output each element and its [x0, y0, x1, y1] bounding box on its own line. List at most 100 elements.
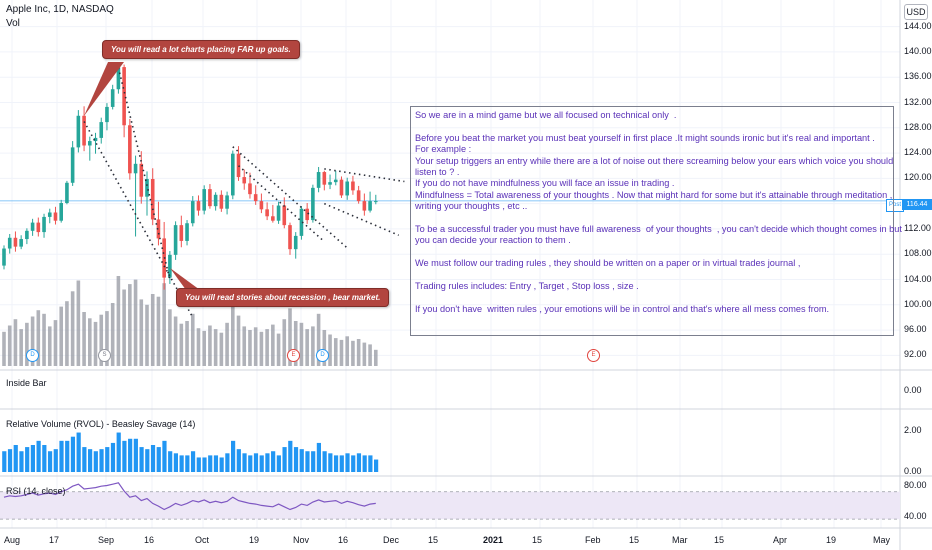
rvol-bar: [333, 455, 339, 472]
volume-bar: [288, 308, 292, 366]
volume-bar: [30, 316, 35, 366]
volume-bar: [271, 324, 275, 366]
candle-body: [333, 179, 338, 183]
candle-body: [133, 163, 138, 174]
rvol-bar: [282, 447, 287, 472]
rvol-bar: [150, 445, 156, 472]
candle-body: [208, 189, 212, 207]
rvol-bar: [122, 440, 127, 472]
note-line: writing your thoughts , etc ..: [415, 201, 528, 212]
trend-line: [324, 202, 399, 236]
volume-bar: [333, 338, 338, 366]
rvol-label[interactable]: Relative Volume (RVOL) - Beasley Savage …: [6, 419, 196, 429]
note-line: listen to ? .: [415, 167, 460, 178]
candle-body: [122, 67, 126, 126]
callout-bottom[interactable]: You will read stories about recession , …: [176, 288, 390, 307]
rvol-bar: [65, 440, 70, 472]
date-tick-label: Mar: [672, 535, 688, 545]
candle-body: [156, 219, 161, 239]
rvol-bar: [133, 438, 138, 472]
candle-body: [173, 225, 178, 255]
price-tick-label: 136.00: [904, 71, 932, 82]
volume-bar: [328, 334, 332, 366]
rvol-bar: [156, 447, 161, 472]
date-tick-label: Apr: [773, 535, 788, 545]
candle-body: [65, 182, 69, 204]
volume-bar: [185, 321, 189, 366]
callout-bottom-pointer: [170, 268, 200, 290]
candle-body: [42, 216, 46, 233]
rvol-tick: 0.00: [904, 466, 922, 476]
rvol-bar: [236, 449, 241, 472]
volume-bar: [2, 331, 6, 366]
rvol-bar: [271, 451, 276, 472]
candle-body: [259, 201, 264, 210]
candle-body: [316, 172, 321, 188]
rvol-bar: [242, 453, 247, 472]
date-tick-label: 2021: [483, 535, 504, 545]
volume-bar: [293, 321, 298, 366]
currency-button[interactable]: USD: [904, 4, 928, 20]
volume-bar: [311, 326, 315, 366]
date-tick-label: 16: [338, 535, 349, 545]
callout-top[interactable]: You will read a lot charts placing FAR u…: [102, 40, 300, 59]
rvol-bar: [208, 455, 213, 472]
rvol-bar: [76, 432, 81, 472]
rvol-bar: [168, 451, 173, 472]
candle-body: [351, 181, 355, 191]
rvol-bar: [231, 440, 236, 472]
rvol-bar: [311, 451, 316, 472]
rvol-bar: [339, 455, 344, 472]
price-tick-label: 144.00: [904, 20, 932, 31]
volume-bar: [282, 319, 287, 366]
volume-bar: [173, 316, 178, 366]
rvol-bar: [322, 451, 327, 472]
note-lines: So we are in a mind game but we all focu…: [415, 110, 902, 315]
candle-body: [59, 203, 63, 221]
rvol-bar: [47, 451, 53, 472]
volume-bar: [179, 323, 184, 366]
grid-layer: [0, 0, 900, 528]
candle-body: [339, 179, 344, 196]
date-tick-label: 15: [428, 535, 439, 545]
price-tick-label: 120.00: [904, 172, 932, 183]
inside-bar-tick: 0.00: [904, 385, 922, 395]
volume-bar: [190, 313, 195, 366]
candle-body: [150, 178, 155, 220]
rvol-bar: [59, 440, 64, 472]
symbol-title[interactable]: Apple Inc, 1D, NASDAQ: [6, 4, 114, 15]
date-tick-label: 19: [249, 535, 260, 545]
date-tick-label: Nov: [293, 535, 310, 545]
inside-bar-label[interactable]: Inside Bar: [6, 378, 47, 388]
volume-bar: [236, 315, 241, 366]
rvol-bar: [7, 449, 13, 472]
candle-body: [362, 201, 367, 211]
trend-lines: [83, 62, 405, 318]
volume-bar: [168, 309, 172, 366]
rvol-bars: [2, 432, 379, 472]
volume-bar: [93, 321, 98, 366]
rvol-bar: [116, 432, 121, 472]
candle-body: [185, 223, 189, 241]
volume-bar: [345, 336, 349, 366]
rvol-bar: [276, 455, 281, 472]
rvol-bar: [110, 442, 116, 472]
volume-label[interactable]: Vol: [6, 18, 20, 29]
rvol-bar: [362, 455, 367, 472]
rsi-label[interactable]: RSI (14, close): [6, 486, 66, 496]
candle-body: [128, 125, 132, 174]
date-tick-label: 15: [532, 535, 543, 545]
price-tick-label: 112.00: [904, 222, 931, 233]
candle-body: [213, 194, 218, 207]
note-line: So we are in a mind game but we all focu…: [415, 110, 677, 120]
note-text-box[interactable]: So we are in a mind game but we all focu…: [410, 106, 902, 336]
trend-line: [237, 165, 325, 243]
date-tick-label: Feb: [585, 535, 601, 545]
rvol-bar: [299, 449, 304, 472]
rvol-bar: [70, 436, 76, 472]
volume-bar: [374, 349, 378, 366]
volume-bar: [196, 328, 201, 366]
volume-bar: [253, 327, 258, 366]
